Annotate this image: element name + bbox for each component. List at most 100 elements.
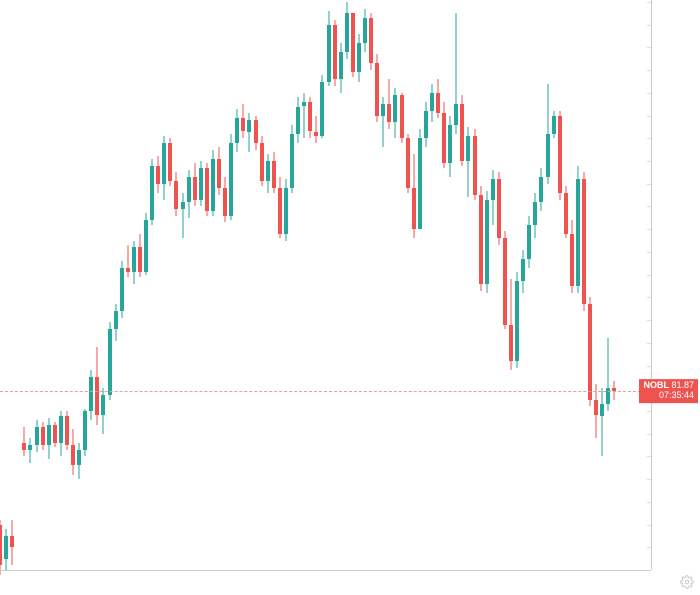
candle-body — [114, 311, 118, 329]
candle-body — [260, 143, 264, 182]
candle-wick — [316, 116, 317, 143]
candle-body — [308, 102, 312, 132]
candle-body — [521, 259, 525, 282]
candle-wick — [602, 388, 603, 456]
candle-body — [539, 177, 543, 202]
candle-body — [327, 25, 331, 82]
candle-body — [132, 247, 136, 272]
candle-body — [491, 179, 495, 199]
candle-body — [320, 82, 324, 137]
candle-body — [497, 179, 501, 238]
candle-wick — [182, 193, 183, 238]
candle-body — [47, 425, 51, 445]
candle-body — [150, 166, 154, 221]
candle-body — [266, 161, 270, 181]
candle-wick — [30, 438, 31, 463]
candle-body — [254, 120, 258, 143]
candle-body — [302, 102, 306, 107]
candle-body — [41, 427, 45, 445]
candle-body — [156, 166, 160, 184]
candle-body — [387, 104, 391, 122]
candle-body — [533, 202, 537, 225]
candle-body — [381, 104, 385, 115]
candle-body — [552, 116, 556, 134]
candle-wick — [249, 113, 250, 152]
candle-body — [564, 193, 568, 234]
candle-body — [229, 143, 233, 216]
candlestick-chart[interactable]: 74.0075.0076.0077.0078.0079.0080.0081.00… — [0, 0, 700, 595]
candle-body — [418, 138, 422, 229]
candle-body — [162, 143, 166, 184]
candle-body — [357, 43, 361, 73]
candle-body — [4, 536, 8, 559]
candle-body — [108, 329, 112, 395]
candle-body — [473, 136, 477, 195]
candle-body — [10, 536, 14, 547]
candle-body — [65, 416, 69, 446]
candle-body — [558, 116, 562, 193]
gear-icon[interactable] — [680, 575, 694, 589]
x-axis — [0, 570, 651, 571]
candle-body — [71, 445, 75, 465]
candle-body — [205, 168, 209, 211]
candle-body — [193, 177, 197, 200]
y-axis — [651, 0, 652, 570]
candle-body — [582, 179, 586, 304]
candle-body — [509, 325, 513, 361]
candle-body — [333, 25, 337, 80]
candle-body — [612, 388, 616, 391]
candle-wick — [24, 427, 25, 457]
price-time: 07:35:44 — [659, 390, 694, 400]
candle-body — [272, 161, 276, 188]
candle-body — [187, 177, 191, 202]
candle-body — [527, 225, 531, 259]
candle-body — [485, 200, 489, 284]
candle-body — [211, 159, 215, 211]
candle-body — [594, 400, 598, 416]
candle-body — [466, 136, 470, 161]
candle-body — [77, 450, 81, 466]
candle-body — [606, 388, 610, 404]
candle-body — [588, 304, 592, 399]
candle-body — [479, 195, 483, 284]
candle-body — [546, 134, 550, 177]
candle-body — [101, 395, 105, 415]
candle-body — [95, 377, 99, 416]
candle-body — [570, 234, 574, 286]
candle-body — [339, 52, 343, 79]
candle-body — [454, 104, 458, 124]
candle-body — [284, 188, 288, 233]
candle-body — [448, 125, 452, 164]
candle-body — [22, 443, 26, 450]
candle-body — [235, 118, 239, 143]
candle-body — [412, 188, 416, 229]
candle-body — [442, 113, 446, 163]
candle-body — [168, 143, 172, 182]
candle-body — [0, 525, 2, 566]
candle-body — [296, 107, 300, 134]
candle-body — [375, 63, 379, 115]
candle-body — [406, 138, 410, 188]
candle-body — [53, 425, 57, 443]
candle-body — [369, 18, 373, 63]
candle-body — [28, 445, 32, 450]
candle-body — [314, 132, 318, 137]
candle-body — [503, 238, 507, 324]
candle-body — [363, 18, 367, 43]
candle-body — [600, 404, 604, 415]
candle-body — [35, 427, 39, 445]
candle-body — [345, 13, 349, 52]
candle-body — [247, 120, 251, 131]
candle-body — [278, 188, 282, 233]
ticker-label: NOBL — [643, 380, 669, 390]
candle-body — [181, 202, 185, 209]
candle-body — [199, 168, 203, 200]
candle-body — [83, 411, 87, 450]
candle-body — [290, 134, 294, 189]
candle-body — [424, 111, 428, 138]
candle-body — [138, 247, 142, 272]
candle-body — [59, 416, 63, 443]
candle-body — [89, 377, 93, 411]
candle-body — [144, 220, 148, 272]
candle-body — [576, 179, 580, 286]
